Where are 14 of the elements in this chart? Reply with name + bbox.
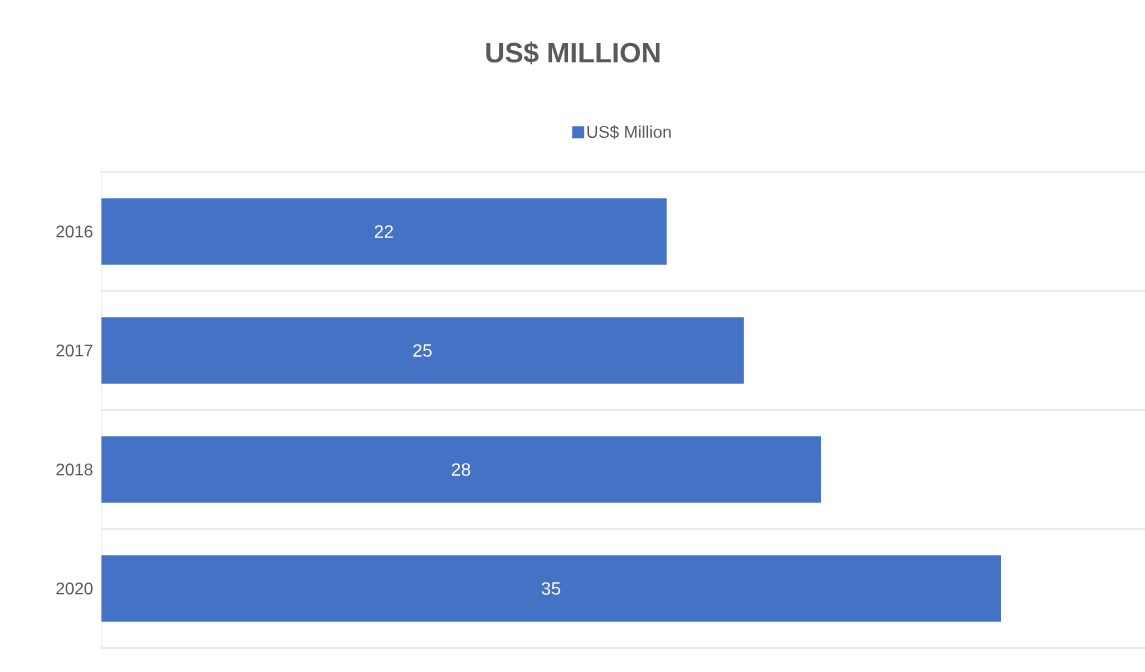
bar bbox=[101, 436, 821, 503]
y-tick-label: 2020 bbox=[56, 582, 93, 595]
y-tick-label: 2017 bbox=[56, 344, 93, 357]
y-tick-label: 2018 bbox=[56, 463, 93, 476]
bar bbox=[101, 317, 744, 384]
legend-label: US$ Million bbox=[587, 125, 671, 139]
chart-title: US$ MILLION bbox=[486, 41, 660, 65]
data-label: 25 bbox=[413, 344, 432, 357]
data-label: 22 bbox=[374, 225, 393, 238]
y-tick-label: 2016 bbox=[56, 225, 93, 238]
bar bbox=[101, 555, 1001, 622]
data-label: 35 bbox=[541, 582, 561, 595]
data-label: 28 bbox=[451, 463, 471, 476]
bar bbox=[101, 198, 667, 265]
